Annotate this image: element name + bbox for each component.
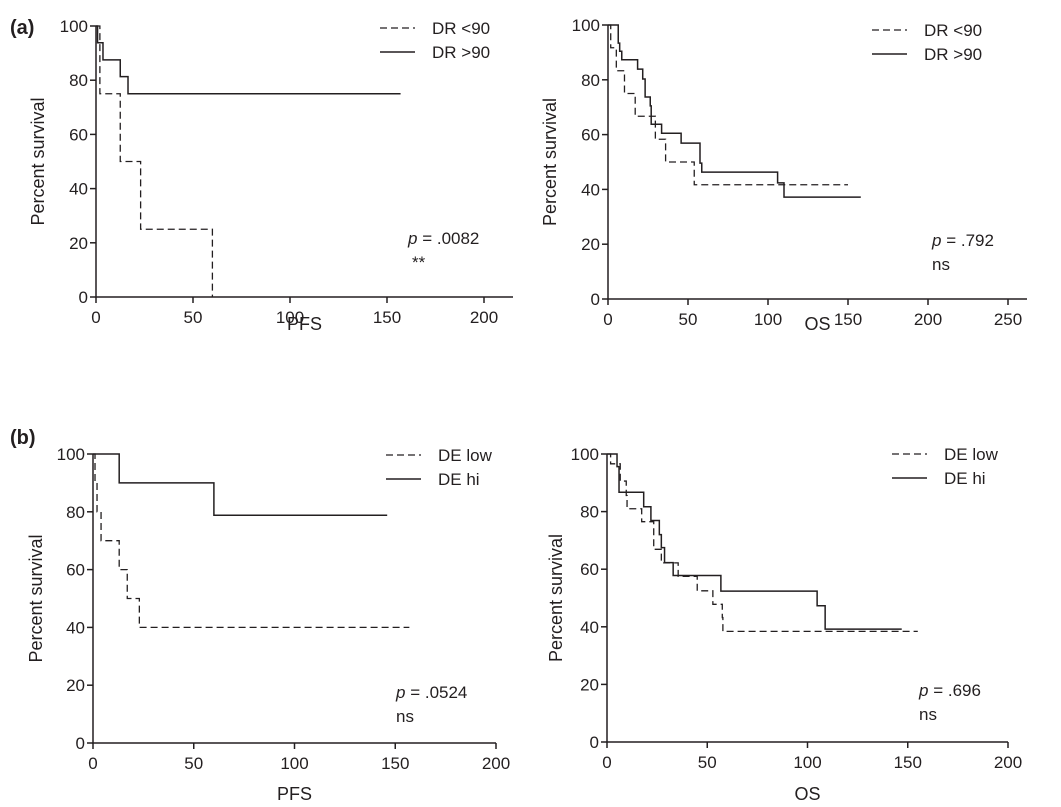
- y-tick-label: 40: [69, 180, 88, 199]
- y-axis-title: Percent survival: [546, 534, 566, 662]
- y-tick-label: 60: [69, 125, 88, 144]
- significance-label: **: [412, 253, 426, 272]
- x-tick-label: 150: [834, 310, 862, 329]
- series-line-dr-90: [608, 24, 861, 198]
- legend-label: DE low: [438, 446, 493, 465]
- y-tick-label: 100: [60, 17, 88, 36]
- series-line-de-hi: [607, 453, 902, 630]
- panel-label: (b): [10, 427, 36, 449]
- y-tick-label: 0: [76, 734, 85, 753]
- y-tick-label: 20: [580, 675, 599, 694]
- legend-label: DR <90: [924, 21, 982, 40]
- p-value: p = .696: [918, 681, 981, 700]
- x-tick-label: 200: [914, 310, 942, 329]
- significance-label: ns: [919, 705, 937, 724]
- x-tick-label: 100: [276, 308, 304, 327]
- p-value: p = .0524: [395, 683, 467, 702]
- y-tick-label: 60: [580, 560, 599, 579]
- x-tick-label: 100: [793, 753, 821, 772]
- y-tick-label: 40: [580, 618, 599, 637]
- y-axis-title: Percent survival: [28, 97, 48, 225]
- x-tick-label: 50: [698, 753, 717, 772]
- y-tick-label: 80: [581, 71, 600, 90]
- y-tick-label: 100: [572, 16, 600, 35]
- y-tick-label: 0: [591, 290, 600, 309]
- y-tick-label: 40: [581, 180, 600, 199]
- legend-label: DE hi: [944, 469, 986, 488]
- series-line-dr-90: [96, 25, 214, 297]
- legend-label: DR >90: [924, 45, 982, 64]
- y-tick-label: 20: [66, 676, 85, 695]
- x-tick-label: 0: [603, 310, 612, 329]
- x-tick-label: 150: [381, 754, 409, 773]
- x-axis-title: OS: [794, 784, 820, 804]
- x-tick-label: 50: [184, 308, 203, 327]
- significance-label: ns: [932, 255, 950, 274]
- axes: [95, 26, 513, 298]
- panel-label: (a): [10, 17, 34, 39]
- y-tick-label: 100: [571, 445, 599, 464]
- x-tick-label: 200: [482, 754, 510, 773]
- p-value: p = .0082: [407, 229, 479, 248]
- y-tick-label: 80: [69, 71, 88, 90]
- x-tick-label: 200: [470, 308, 498, 327]
- y-tick-label: 60: [581, 126, 600, 145]
- km-panel-4: 0 20 40 60 80 100 0 50 100 150 200 OS Percent surviv…: [546, 445, 1022, 804]
- x-tick-label: 250: [994, 310, 1022, 329]
- y-tick-label: 100: [57, 445, 85, 464]
- p-value: p = .792: [931, 231, 994, 250]
- x-tick-label: 150: [894, 753, 922, 772]
- legend-label: DR >90: [432, 43, 490, 62]
- series-line-de-hi: [93, 453, 388, 517]
- y-tick-label: 20: [581, 235, 600, 254]
- x-tick-label: 50: [184, 754, 203, 773]
- y-tick-label: 60: [66, 561, 85, 580]
- y-tick-label: 80: [66, 503, 85, 522]
- legend-label: DE low: [944, 445, 999, 464]
- significance-label: ns: [396, 707, 414, 726]
- y-axis-title: Percent survival: [26, 534, 46, 662]
- x-tick-label: 0: [91, 308, 100, 327]
- x-tick-label: 100: [280, 754, 308, 773]
- x-tick-label: 200: [994, 753, 1022, 772]
- x-axis-title: OS: [804, 314, 830, 334]
- km-panel-1: (a) 0 20 40 60 80 100 0 50 100 150 200 PFS Percent su…: [10, 17, 513, 334]
- y-tick-label: 20: [69, 234, 88, 253]
- y-tick-label: 0: [79, 288, 88, 307]
- y-tick-label: 0: [590, 733, 599, 752]
- y-tick-label: 40: [66, 618, 85, 637]
- legend-label: DE hi: [438, 470, 480, 489]
- series-line-dr-90: [96, 25, 401, 95]
- series-line-de-low: [607, 453, 918, 633]
- series-line-de-low: [93, 453, 410, 629]
- km-panel-3: (b) 0 20 40 60 80 100 0 50 100 150 200 PFS Percent su…: [10, 427, 510, 804]
- x-axis-title: PFS: [277, 784, 312, 804]
- y-tick-label: 80: [580, 503, 599, 522]
- x-tick-label: 0: [88, 754, 97, 773]
- legend-label: DR <90: [432, 19, 490, 38]
- x-axis-title: PFS: [287, 314, 322, 334]
- x-tick-label: 100: [754, 310, 782, 329]
- km-panel-2: 0 20 40 60 80 100 0 50 100 150 200 250 OS Percent sur…: [540, 16, 1027, 334]
- y-axis-title: Percent survival: [540, 98, 560, 226]
- x-tick-label: 50: [679, 310, 698, 329]
- x-tick-label: 0: [602, 753, 611, 772]
- x-tick-label: 150: [373, 308, 401, 327]
- series-line-dr-90: [608, 24, 848, 186]
